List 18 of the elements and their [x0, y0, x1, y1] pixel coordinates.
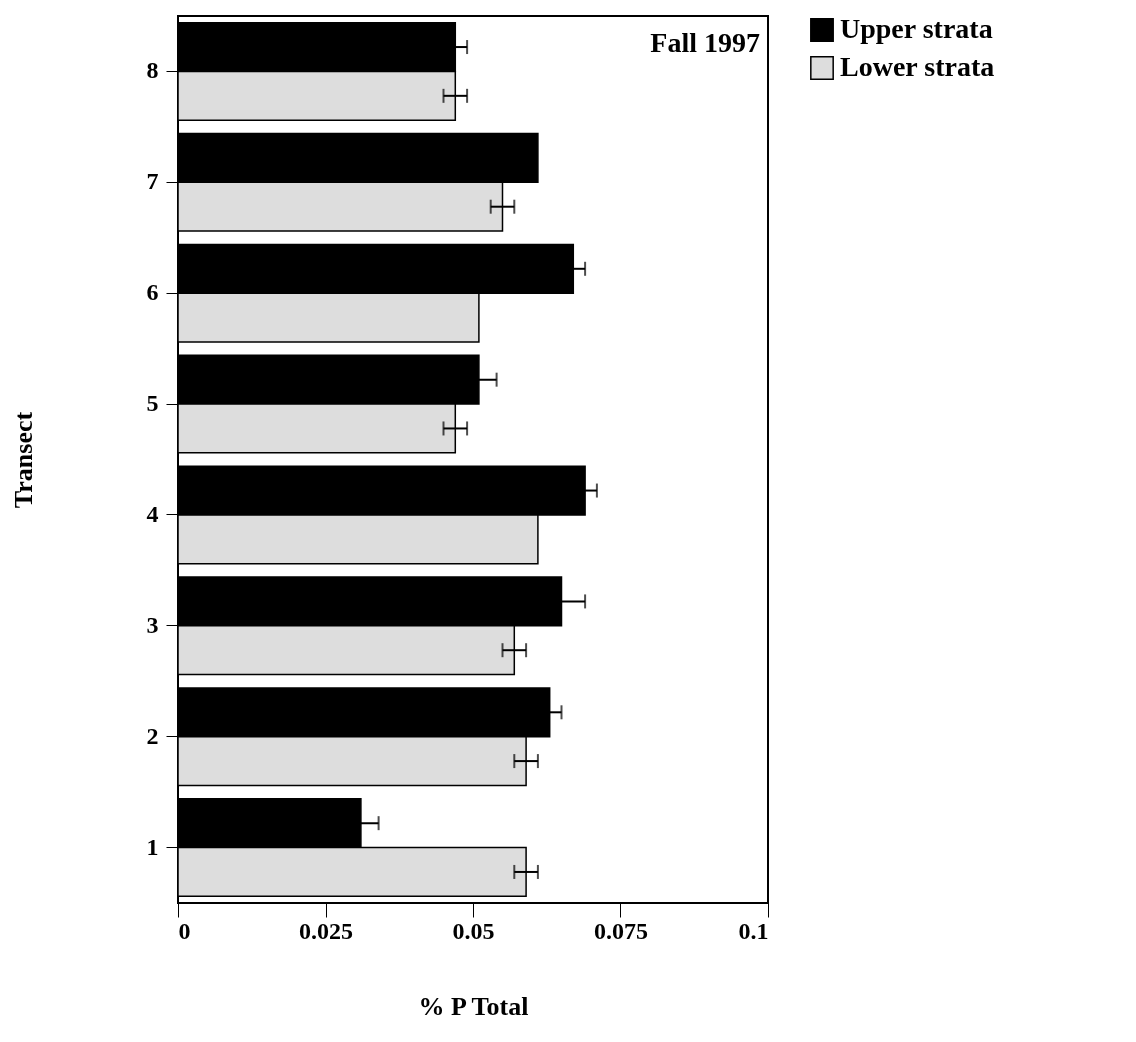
y-tick-label: 4: [146, 500, 159, 527]
y-axis-title: Transect: [8, 411, 38, 509]
y-tick-label: 5: [146, 390, 159, 417]
annotation: Fall 1997: [650, 27, 760, 58]
x-tick-label: 0.075: [594, 917, 648, 944]
x-tick-label: 0.025: [299, 917, 353, 944]
x-tick-label: 0: [178, 917, 191, 944]
y-tick-label: 8: [146, 57, 159, 84]
y-tick-label: 7: [146, 168, 159, 195]
legend-label: Lower strata: [840, 51, 995, 82]
y-tick-label: 1: [146, 833, 159, 860]
y-tick-label: 6: [146, 279, 159, 306]
x-axis-title: % P Total: [418, 991, 529, 1021]
x-tick-label: 0.05: [452, 917, 495, 944]
x-tick-label: 0.1: [738, 917, 769, 944]
y-tick-label: 3: [146, 611, 159, 638]
y-tick-label: 2: [146, 722, 159, 749]
legend-label: Upper strata: [840, 13, 993, 44]
